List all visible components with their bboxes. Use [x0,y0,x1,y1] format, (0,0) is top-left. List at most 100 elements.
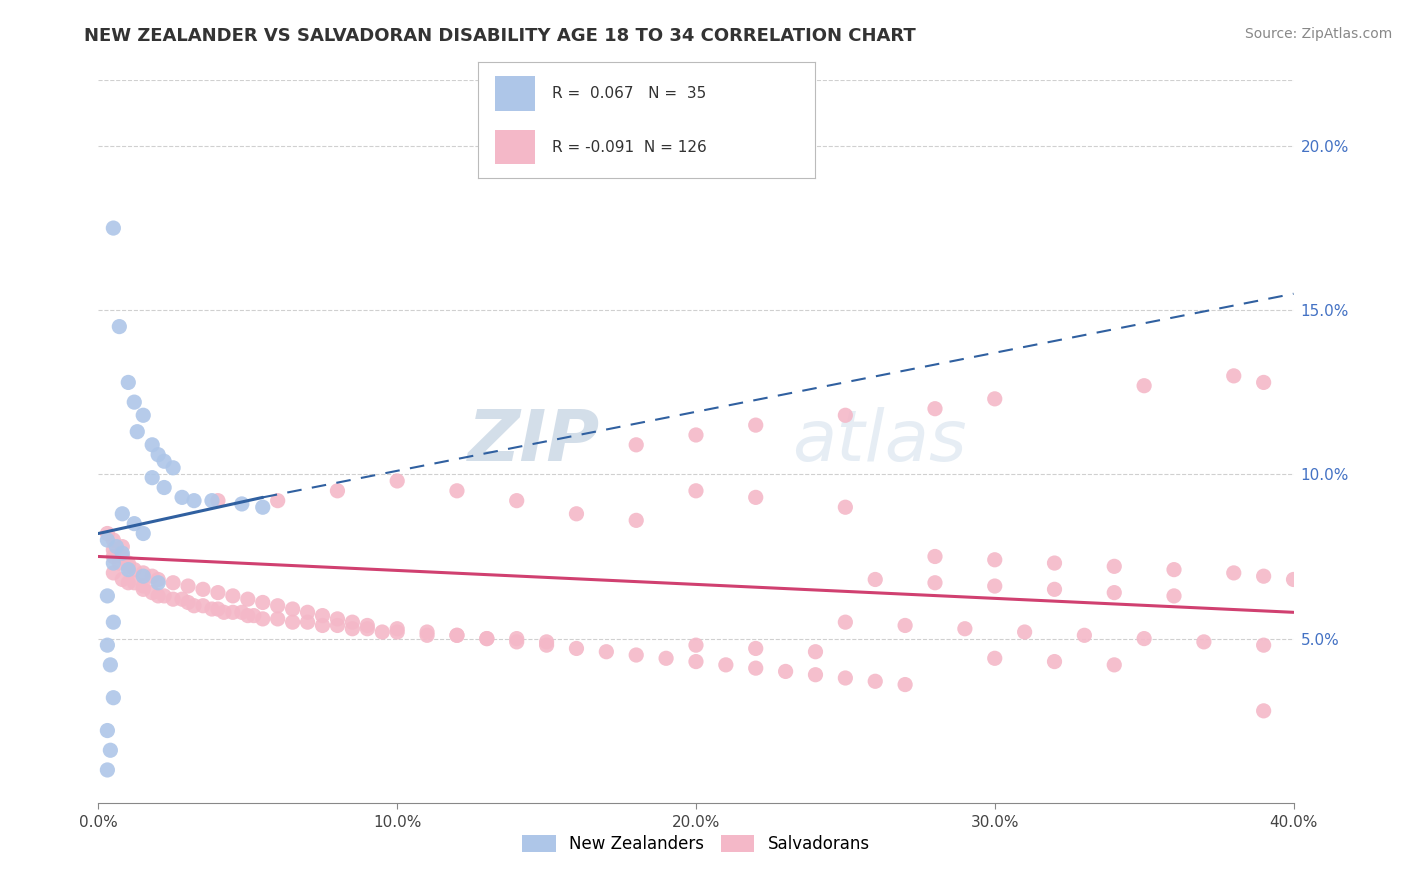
Point [148,573,170,587]
Point [191,582,214,597]
Point [1253,569,1275,583]
Point [96,533,118,547]
Point [103,542,125,557]
Point [267,599,290,613]
Point [132,526,155,541]
Point [865,674,887,689]
Point [108,556,131,570]
Point [103,221,125,235]
Point [117,376,139,390]
Bar [495,129,536,164]
Point [96,526,118,541]
Point [385,474,409,488]
Point [212,605,235,619]
Point [446,628,468,642]
Point [111,540,134,554]
Point [685,655,707,669]
Point [1253,376,1275,390]
Point [153,481,176,495]
Point [1014,625,1036,640]
Point [127,425,149,439]
Point [342,615,364,630]
Point [1223,566,1246,580]
Point [207,585,229,599]
Point [117,559,139,574]
Point [984,579,1007,593]
Point [475,632,498,646]
Point [775,665,797,679]
Point [111,507,134,521]
Point [96,638,118,652]
Point [1253,704,1275,718]
Point [1282,573,1305,587]
Point [1104,657,1126,672]
Point [356,622,378,636]
Point [834,409,856,423]
Point [162,460,184,475]
Text: R =  0.067   N =  35: R = 0.067 N = 35 [553,87,707,102]
Point [132,582,155,597]
Point [153,589,176,603]
Point [565,507,588,521]
Point [1133,378,1156,392]
Point [236,592,259,607]
Point [326,612,349,626]
Point [207,493,229,508]
Point [894,677,917,691]
Point [177,595,200,609]
Point [745,661,768,675]
Text: NEW ZEALANDER VS SALVADORAN DISABILITY AGE 18 TO 34 CORRELATION CHART: NEW ZEALANDER VS SALVADORAN DISABILITY A… [84,27,917,45]
Point [342,622,364,636]
Bar [495,77,536,112]
Point [231,497,253,511]
Point [183,599,205,613]
Point [162,575,184,590]
Point [834,671,856,685]
Point [1163,563,1185,577]
Point [183,493,205,508]
Point [132,579,155,593]
Point [326,618,349,632]
Point [132,569,155,583]
Point [98,657,122,672]
Point [311,618,333,632]
Point [506,635,529,649]
Point [536,638,558,652]
Point [96,589,118,603]
Point [124,516,146,531]
Point [141,470,163,484]
Point [1223,368,1246,383]
Point [894,618,917,632]
Point [924,401,946,416]
Point [924,549,946,564]
Point [96,723,118,738]
Point [1104,559,1126,574]
Point [177,579,200,593]
Point [385,625,409,640]
Point [626,513,648,527]
Point [865,573,887,587]
Point [96,763,118,777]
Point [745,418,768,433]
Point [252,612,274,626]
Text: ZIP: ZIP [468,407,600,476]
Point [834,615,856,630]
Point [153,454,176,468]
Point [297,615,319,630]
Point [231,605,253,619]
Point [236,608,259,623]
Point [111,573,134,587]
Point [1192,635,1215,649]
Legend: New Zealanders, Salvadorans: New Zealanders, Salvadorans [516,828,876,860]
Point [1253,638,1275,652]
Point [446,628,468,642]
Point [506,632,529,646]
Point [132,566,155,580]
Point [595,645,617,659]
Point [148,575,170,590]
Text: R = -0.091  N = 126: R = -0.091 N = 126 [553,139,707,154]
Point [685,428,707,442]
Point [326,483,349,498]
Point [1073,628,1095,642]
Point [356,618,378,632]
